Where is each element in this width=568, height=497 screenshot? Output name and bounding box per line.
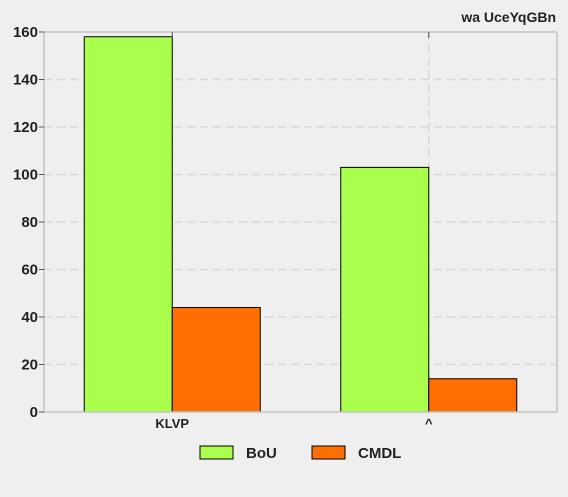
chart-title: wa UceYqGBn <box>460 9 556 25</box>
x-tick-labels: KLVP ^ <box>155 32 433 431</box>
y-tick-label: 40 <box>21 309 38 326</box>
y-tick-label: 120 <box>13 119 38 136</box>
y-tick-label: 20 <box>21 357 38 374</box>
y-tick-label: 160 <box>13 24 38 41</box>
y-tick-label: 80 <box>21 214 38 231</box>
x-tick-label: ^ <box>425 416 433 431</box>
y-tick-label: 60 <box>21 262 38 279</box>
bar-cmdl-2 <box>428 378 518 413</box>
legend: BoU CMDL <box>199 445 401 462</box>
y-tick-label: 140 <box>13 72 38 89</box>
y-tick-label: 0 <box>30 404 38 421</box>
legend-swatch-cmdl <box>311 445 346 460</box>
y-tick-label: 100 <box>13 167 38 184</box>
bar-bou-1 <box>83 36 173 413</box>
bars <box>83 36 518 413</box>
legend-label-bou: BoU <box>246 445 277 462</box>
x-tick-label: KLVP <box>155 416 189 431</box>
legend-swatch-bou <box>199 445 234 460</box>
legend-label-cmdl: CMDL <box>358 445 401 462</box>
y-tick-labels: 0 20 40 60 80 100 120 140 160 <box>13 24 44 421</box>
bar-bou-2 <box>340 166 430 413</box>
bar-cmdl-1 <box>171 307 261 413</box>
